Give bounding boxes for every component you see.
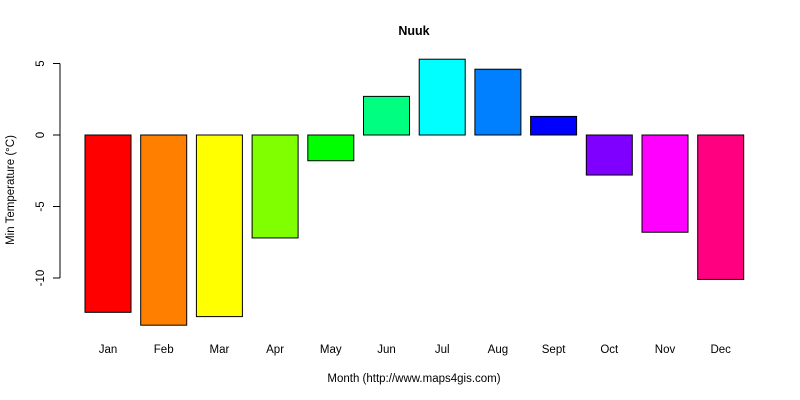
- bar-jun: [363, 95, 410, 136]
- y-axis-ticks: -10 -5 0 5: [35, 60, 60, 286]
- bar-apr: [251, 134, 299, 239]
- x-tick-label: Mar: [209, 344, 229, 356]
- bars-group: [84, 58, 745, 326]
- x-axis-label: Month (http://www.maps4gis.com): [327, 373, 500, 385]
- x-tick-label: Aug: [488, 344, 508, 356]
- y-tick-label: -5: [35, 201, 47, 211]
- x-tick-label: Oct: [600, 344, 619, 356]
- bar-sept: [530, 115, 578, 136]
- x-tick-label: Dec: [710, 344, 731, 356]
- y-axis-label: Min Temperature (°C): [5, 135, 17, 245]
- x-tick-label: Jun: [377, 344, 396, 356]
- x-tick-label: Jul: [435, 344, 450, 356]
- x-tick-label: Feb: [154, 344, 174, 356]
- x-tick-label: Sept: [542, 344, 566, 356]
- bar-nov: [641, 134, 689, 233]
- bar-mar: [195, 134, 243, 318]
- bar-jan: [84, 134, 132, 313]
- bar-jul: [418, 58, 466, 136]
- bar-aug: [474, 68, 522, 136]
- x-tick-label: May: [320, 344, 342, 356]
- x-axis-tick-labels: Jan Feb Mar Apr May Jun Jul Aug Sept Oct Nov Dec: [99, 344, 731, 356]
- y-tick-label: 5: [35, 60, 47, 66]
- bar-dec: [697, 134, 745, 280]
- bar-feb: [140, 134, 188, 326]
- y-tick-label: 0: [35, 132, 47, 138]
- y-tick-label: -10: [35, 270, 47, 287]
- x-tick-label: Nov: [655, 344, 676, 356]
- x-tick-label: Apr: [266, 344, 284, 356]
- bar-may: [307, 134, 355, 162]
- chart-title: Nuuk: [398, 24, 429, 38]
- x-tick-label: Jan: [99, 344, 118, 356]
- bar-oct: [585, 134, 633, 176]
